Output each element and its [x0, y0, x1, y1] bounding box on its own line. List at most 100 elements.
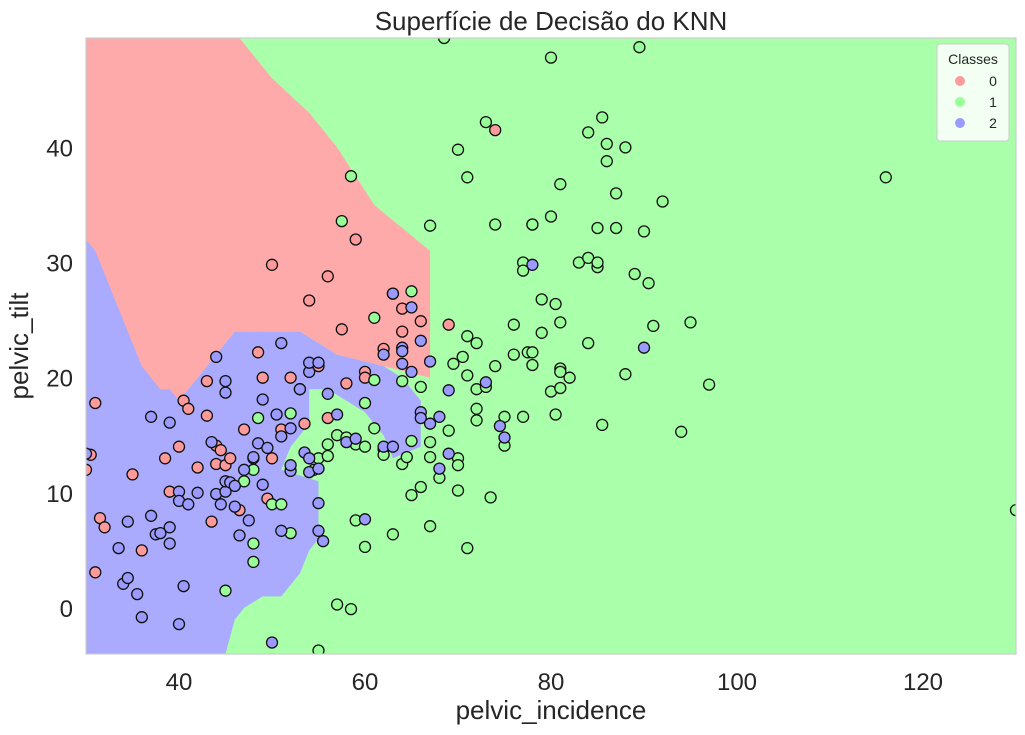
data-point-class-2 [154, 526, 167, 540]
data-point-class-2 [112, 541, 125, 555]
data-point-class-1 [461, 330, 474, 343]
data-point-class-1 [702, 378, 716, 391]
data-point-class-1 [554, 316, 567, 329]
data-point-class-2 [637, 341, 651, 354]
data-point-class-0 [89, 396, 102, 410]
data-point-class-1 [549, 408, 562, 421]
data-point-class-1 [330, 598, 344, 611]
data-point-class-1 [684, 316, 697, 329]
data-point-class-1 [284, 407, 297, 420]
x-tick-label: 120 [903, 669, 943, 696]
data-point-class-2 [442, 447, 455, 460]
data-point-class-2 [210, 350, 223, 364]
data-point-class-0 [251, 346, 265, 359]
legend-marker-class-2 [955, 118, 965, 128]
data-point-class-1 [451, 484, 465, 497]
legend-marker-class-0 [955, 76, 965, 86]
data-point-class-1 [470, 402, 483, 415]
data-point-class-0 [214, 444, 227, 457]
data-point-class-1 [405, 434, 418, 448]
data-point-class-1 [526, 358, 539, 372]
data-point-class-2 [303, 452, 316, 465]
data-point-class-1 [549, 297, 562, 311]
data-point-class-1 [400, 450, 413, 464]
data-point-class-1 [251, 411, 265, 425]
legend-title: Classes [948, 51, 998, 67]
data-point-class-1 [451, 143, 465, 156]
legend-label: 2 [989, 115, 997, 131]
data-point-class-1 [423, 520, 437, 533]
x-axis-ticks: 40 60 80 100 120 [166, 669, 943, 696]
data-point-class-2 [270, 408, 283, 421]
data-point-class-2 [312, 497, 325, 510]
data-point-class-1 [1009, 503, 1016, 517]
data-point-class-0 [396, 325, 409, 338]
data-point-class-0 [89, 566, 102, 579]
data-point-class-2 [433, 462, 446, 475]
data-point-class-2 [312, 462, 325, 475]
y-tick-label: 20 [46, 366, 73, 393]
data-point-class-1 [633, 41, 646, 54]
data-point-class-2 [414, 334, 427, 347]
data-point-class-2 [479, 376, 493, 389]
data-point-class-2 [86, 447, 93, 460]
data-point-class-2 [423, 417, 437, 430]
data-point-class-2 [233, 529, 246, 542]
data-point-class-2 [423, 355, 437, 368]
legend-marker-class-1 [955, 97, 965, 107]
data-point-class-2 [284, 459, 297, 472]
data-point-class-1 [368, 373, 381, 387]
data-point-class-2 [237, 463, 251, 476]
data-point-class-1 [675, 425, 688, 438]
y-tick-label: 30 [46, 251, 73, 278]
data-point-class-2 [493, 419, 507, 433]
data-point-class-1 [642, 277, 655, 290]
data-point-class-1 [219, 584, 232, 597]
data-point-class-2 [433, 410, 446, 423]
data-point-class-2 [312, 356, 325, 369]
data-point-class-2 [256, 393, 269, 406]
data-point-class-1 [312, 644, 325, 654]
data-point-class-2 [321, 387, 334, 400]
data-point-class-2 [163, 416, 176, 429]
data-point-class-1 [437, 38, 451, 45]
decision-region-class-0 [86, 38, 431, 539]
data-point-class-1 [600, 155, 613, 168]
data-point-class-2 [135, 611, 148, 624]
data-point-class-2 [405, 301, 418, 314]
x-tick-label: 40 [166, 669, 193, 696]
data-point-class-0 [349, 233, 362, 246]
data-point-class-0 [135, 544, 148, 557]
data-point-class-1 [563, 371, 576, 384]
data-point-class-1 [516, 410, 530, 423]
plot-frame [85, 37, 1017, 655]
data-point-class-1 [507, 348, 520, 361]
data-point-class-1 [516, 264, 530, 277]
data-point-class-1 [405, 488, 418, 502]
data-point-class-1 [396, 374, 409, 388]
data-point-class-1 [507, 318, 520, 331]
data-point-class-2 [228, 500, 241, 513]
data-point-class-1 [600, 137, 613, 151]
data-point-class-1 [526, 346, 539, 359]
data-point-class-1 [489, 218, 502, 231]
data-point-class-1 [414, 380, 427, 394]
data-point-class-0 [489, 123, 502, 137]
data-point-class-0 [237, 423, 251, 436]
data-point-class-0 [172, 440, 186, 453]
data-point-class-0 [205, 515, 218, 528]
data-point-class-2 [330, 408, 344, 421]
y-tick-label: 0 [60, 596, 73, 623]
data-point-class-2 [172, 617, 186, 631]
data-point-class-1 [609, 187, 623, 200]
data-point-class-1 [628, 267, 641, 281]
data-point-class-1 [247, 555, 260, 569]
data-point-class-1 [321, 438, 334, 451]
data-point-class-1 [423, 435, 437, 449]
data-point-class-2 [349, 432, 362, 445]
legend-entries: 0 1 2 [955, 73, 997, 131]
data-point-class-0 [414, 315, 427, 328]
data-point-class-2 [414, 411, 427, 425]
data-point-class-1 [619, 141, 632, 154]
data-point-class-2 [396, 345, 409, 358]
